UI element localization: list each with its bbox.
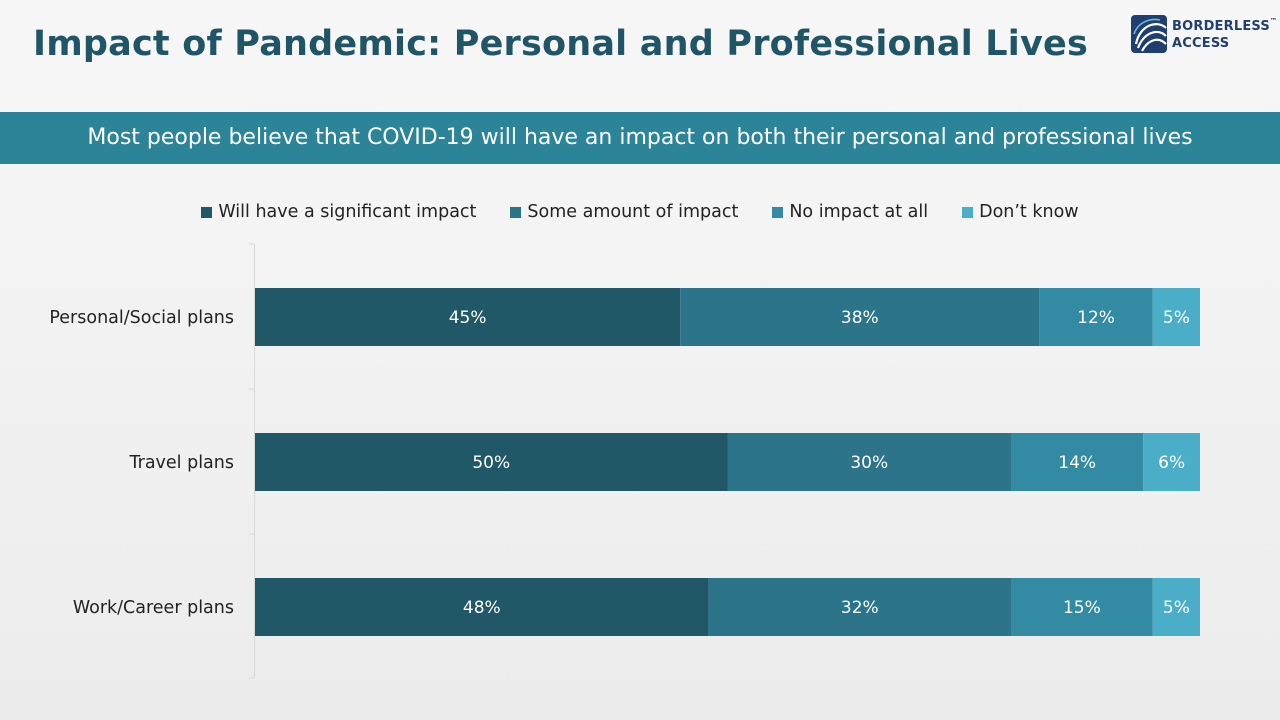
category-label: Travel plans — [129, 453, 235, 473]
legend-item-dont-know: Don’t know — [962, 200, 1079, 224]
legend-label: No impact at all — [789, 202, 929, 222]
bar-segment — [1152, 578, 1200, 636]
data-label: 32% — [841, 598, 879, 618]
category-label: Personal/Social plans — [49, 308, 234, 328]
bar-segment — [255, 433, 728, 491]
logo-text-line2: ACCESS — [1172, 36, 1230, 51]
bar-segment — [727, 433, 1011, 491]
subtitle-banner: Most people believe that COVID-19 will h… — [0, 112, 1280, 164]
bar-segment — [1152, 288, 1200, 346]
chart-legend: Will have a significant impact Some amou… — [0, 200, 1280, 224]
data-label: 50% — [472, 453, 510, 473]
legend-label: Will have a significant impact — [218, 202, 477, 222]
data-label: 38% — [841, 308, 879, 328]
data-label: 12% — [1077, 308, 1115, 328]
legend-item-some: Some amount of impact — [510, 200, 738, 224]
data-label: 45% — [449, 308, 487, 328]
legend-label: Don’t know — [979, 202, 1079, 222]
data-label: 48% — [463, 598, 501, 618]
bar-segment — [680, 288, 1040, 346]
category-label: Work/Career plans — [73, 598, 234, 618]
legend-swatch — [962, 206, 974, 218]
logo-globe-icon — [1131, 15, 1167, 53]
data-label: 5% — [1163, 598, 1190, 618]
data-label: 15% — [1063, 598, 1101, 618]
bar-segment — [1039, 288, 1153, 346]
legend-swatch — [201, 206, 213, 218]
bar-segment — [1011, 578, 1153, 636]
data-label: 6% — [1158, 453, 1185, 473]
legend-swatch — [510, 206, 522, 218]
bar-segment — [1011, 433, 1144, 491]
page-title: Impact of Pandemic: Personal and Profess… — [33, 24, 1088, 64]
legend-label: Some amount of impact — [527, 202, 739, 222]
bar-segment — [1143, 433, 1200, 491]
logo: BORDERLESS™ ACCESS — [1130, 14, 1277, 58]
banner-text: Most people believe that COVID-19 will h… — [87, 125, 1193, 150]
data-label: 14% — [1058, 453, 1096, 473]
data-label: 5% — [1163, 308, 1190, 328]
legend-item-none: No impact at all — [772, 200, 928, 224]
bar-segment — [708, 578, 1011, 636]
data-label: 30% — [850, 453, 888, 473]
legend-swatch — [772, 206, 784, 218]
bar-segment — [255, 578, 709, 636]
legend-item-significant: Will have a significant impact — [201, 200, 476, 224]
logo-text-line1: BORDERLESS™ — [1172, 17, 1278, 34]
bar-segment — [255, 288, 681, 346]
